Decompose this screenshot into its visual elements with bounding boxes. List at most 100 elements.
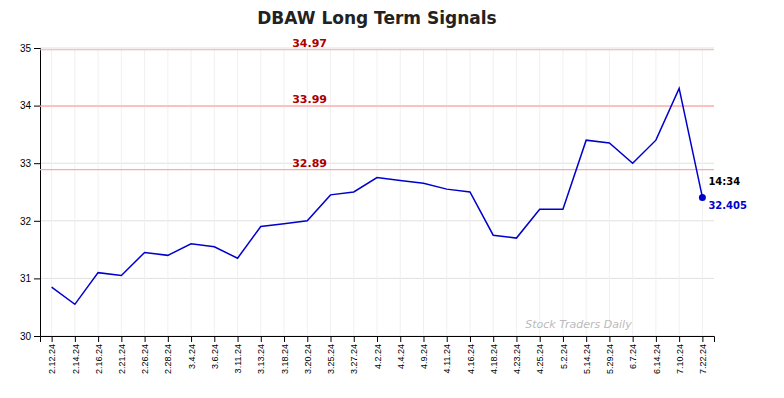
x-grid-line	[144, 48, 145, 336]
x-grid-line	[98, 48, 99, 336]
x-grid-line	[214, 48, 215, 336]
price-line	[52, 88, 703, 304]
x-tick-mark	[377, 336, 378, 342]
x-tick: 4.9.24	[419, 336, 429, 369]
x-tick-mark	[307, 336, 308, 342]
x-tick: 3.6.24	[210, 336, 220, 369]
x-tick: 7.10.24	[675, 336, 685, 374]
x-grid-line	[377, 48, 378, 336]
x-grid-line	[539, 48, 540, 336]
x-tick-mark	[633, 336, 634, 342]
signal-label: 33.99	[292, 93, 327, 106]
x-grid-line	[423, 48, 424, 336]
x-grid-line	[74, 48, 75, 336]
x-tick-label: 4.16.24	[466, 344, 476, 374]
x-grid-line	[284, 48, 285, 336]
x-grid-line	[121, 48, 122, 336]
x-axis: 2.12.242.14.242.16.242.21.242.26.242.28.…	[41, 336, 715, 374]
x-tick-mark	[145, 336, 146, 342]
x-tick: 7.22.24	[698, 336, 708, 374]
y-tick-label: 35	[20, 43, 32, 54]
y-tick-mark	[34, 278, 40, 279]
x-grid-line	[562, 48, 563, 336]
x-tick: 3.25.24	[326, 336, 336, 374]
x-tick: 4.16.24	[466, 336, 476, 374]
x-tick: 3.13.24	[256, 336, 266, 374]
signal-label: 32.89	[292, 157, 327, 170]
x-tick-label: 3.13.24	[256, 344, 266, 374]
annotations: 34.9733.9932.8914:3432.405Stock Traders …	[292, 37, 747, 331]
x-grid-line	[609, 48, 610, 336]
x-tick-mark	[656, 336, 657, 342]
y-tick-mark	[34, 336, 40, 337]
x-tick-mark	[121, 336, 122, 342]
x-tick-label: 2.26.24	[140, 344, 150, 374]
watermark: Stock Traders Daily	[525, 318, 632, 331]
y-tick-label: 30	[20, 331, 32, 342]
y-tick: 33	[20, 158, 40, 169]
x-tick-mark	[284, 336, 285, 342]
x-tick: 3.4.24	[187, 336, 197, 369]
x-tick-label: 3.18.24	[280, 344, 290, 374]
x-tick-mark	[331, 336, 332, 342]
signal-label: 34.97	[292, 37, 327, 50]
x-tick-mark	[191, 336, 192, 342]
x-grid-line	[516, 48, 517, 336]
x-tick-mark	[400, 336, 401, 342]
x-tick-label: 2.14.24	[71, 344, 81, 374]
x-grid-line	[237, 48, 238, 336]
x-tick-label: 3.27.24	[349, 344, 359, 374]
x-tick-label: 3.20.24	[303, 344, 313, 374]
x-tick: 3.20.24	[303, 336, 313, 374]
chart: 2.12.242.14.242.16.242.21.242.26.242.28.…	[0, 0, 784, 398]
y-tick: 31	[20, 273, 40, 284]
x-grid-line	[446, 48, 447, 336]
grid	[40, 48, 714, 336]
x-tick: 5.14.24	[582, 336, 592, 374]
x-tick: 4.11.24	[442, 336, 452, 373]
x-tick: 4.23.24	[512, 336, 522, 374]
x-tick: 4.4.24	[396, 336, 406, 369]
y-tick-mark	[34, 48, 40, 49]
x-tick-label: 6.14.24	[652, 344, 662, 374]
x-tick-label: 7.22.24	[698, 344, 708, 374]
title: DBAW Long Term Signals	[257, 8, 496, 28]
y-axis: 303132333435	[20, 43, 41, 342]
x-grid-line	[307, 48, 308, 336]
x-grid-line	[655, 48, 656, 336]
x-axis-line	[41, 337, 715, 343]
x-tick: 4.25.24	[535, 336, 545, 374]
x-tick-mark	[52, 336, 53, 342]
x-tick: 3.11.24	[233, 336, 243, 373]
x-tick-mark	[586, 336, 587, 342]
x-tick-label: 6.7.24	[628, 344, 638, 369]
plot-area: 2.12.242.14.242.16.242.21.242.26.242.28.…	[20, 37, 747, 374]
x-tick-mark	[354, 336, 355, 342]
x-tick-label: 3.25.24	[326, 344, 336, 374]
y-tick-label: 31	[20, 273, 32, 284]
x-tick-mark	[98, 336, 99, 342]
x-tick-label: 3.6.24	[210, 344, 220, 369]
x-grid-line	[632, 48, 633, 336]
x-tick-label: 5.14.24	[582, 344, 592, 374]
x-tick-mark	[261, 336, 262, 342]
x-tick: 2.21.24	[117, 336, 127, 374]
x-grid-line	[493, 48, 494, 336]
x-tick-label: 5.2.24	[559, 344, 569, 369]
x-tick-label: 2.28.24	[163, 344, 173, 374]
signal-line	[40, 169, 714, 170]
y-tick-label: 32	[20, 216, 32, 227]
y-tick-mark	[34, 163, 40, 164]
x-tick: 6.14.24	[652, 336, 662, 374]
y-axis-line	[34, 49, 41, 337]
y-tick-label: 33	[20, 158, 32, 169]
x-tick-mark	[679, 336, 680, 342]
x-tick-mark	[493, 336, 494, 342]
x-tick-label: 3.4.24	[187, 344, 197, 369]
x-tick-label: 4.11.24	[442, 344, 452, 373]
last-point	[699, 194, 706, 201]
x-tick-mark	[214, 336, 215, 342]
x-tick-label: 4.9.24	[419, 344, 429, 369]
x-tick-label: 4.25.24	[535, 344, 545, 374]
x-tick-label: 2.16.24	[94, 344, 104, 374]
